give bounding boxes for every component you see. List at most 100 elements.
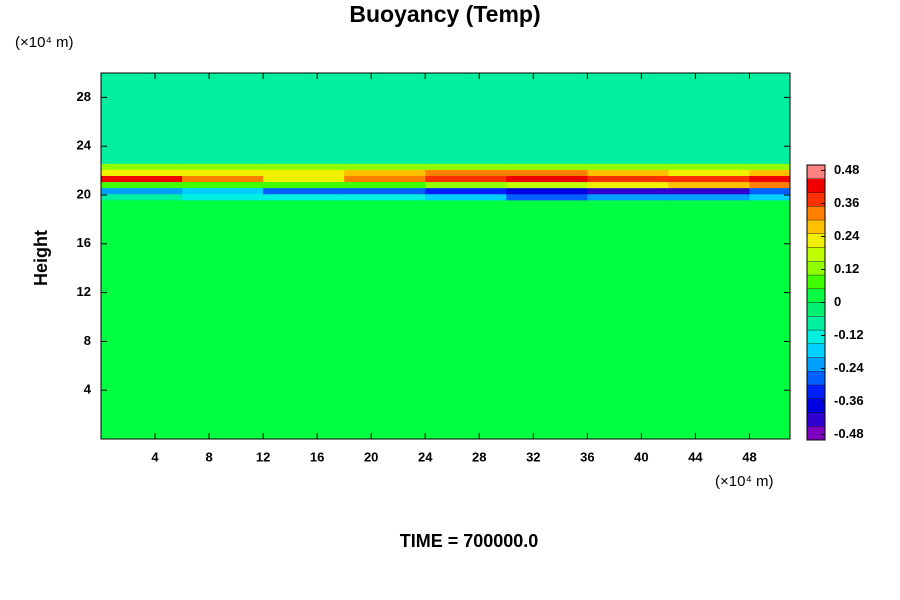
heatmap-cell	[587, 73, 669, 164]
colorbar-swatch	[806, 206, 826, 221]
x-tick-label: 36	[580, 449, 594, 464]
x-tick-label: 32	[526, 449, 540, 464]
x-tick-label: 4	[151, 449, 159, 464]
colorbar-tick-label: -0.24	[834, 360, 864, 375]
x-unit-label: (×10⁴ m)	[715, 473, 774, 490]
heatmap-cell	[668, 181, 750, 189]
heatmap-cell	[425, 73, 507, 164]
heatmap-cell	[506, 181, 588, 189]
heatmap-cell	[506, 187, 588, 195]
heatmap-cell	[749, 175, 791, 183]
heatmap-cell	[668, 187, 750, 195]
heatmap-cell	[263, 163, 345, 170]
colorbar-swatch	[806, 371, 826, 386]
heatmap-cell	[182, 163, 264, 170]
colorbar-swatch	[806, 302, 826, 317]
heatmap-cell	[344, 181, 426, 189]
heatmap-cell	[587, 187, 669, 195]
colorbar-swatch	[806, 316, 826, 331]
heatmap-cell	[668, 199, 750, 440]
heatmap-cell	[263, 169, 345, 176]
heatmap-cell	[425, 181, 507, 189]
heatmap-cell	[668, 169, 750, 176]
heatmap-cell	[101, 193, 183, 201]
colorbar-swatch	[806, 412, 826, 427]
heatmap-cell	[182, 193, 264, 201]
heatmap-cell	[749, 187, 791, 195]
x-tick-label: 48	[742, 449, 756, 464]
y-tick-label: 4	[84, 382, 92, 397]
x-tick-label: 20	[364, 449, 378, 464]
colorbar-tick-label: 0.36	[834, 195, 859, 210]
heatmap-cell	[587, 181, 669, 189]
heatmap-cell	[587, 169, 669, 176]
colorbar-tick-label: 0.24	[834, 228, 860, 243]
time-label: TIME = 700000.0	[400, 531, 539, 551]
heatmap-cell	[263, 187, 345, 195]
heatmap-cell	[668, 163, 750, 170]
colorbar-swatch	[806, 178, 826, 193]
heatmap-cell	[182, 187, 264, 195]
heatmap-cell	[101, 181, 183, 189]
y-tick-label: 20	[77, 186, 91, 201]
colorbar-swatch	[806, 233, 826, 248]
colorbar-swatch	[806, 329, 826, 344]
heatmap-cell	[263, 73, 345, 164]
colorbar-swatch	[806, 343, 826, 358]
heatmap-cell	[344, 169, 426, 176]
heatmap-cell	[587, 199, 669, 440]
heatmap-cell	[506, 199, 588, 440]
colorbar-swatch	[806, 288, 826, 303]
x-tick-label: 40	[634, 449, 648, 464]
y-tick-label: 12	[77, 284, 91, 299]
y-tick-label: 16	[77, 235, 91, 250]
heatmap-cell	[425, 175, 507, 183]
heatmap-cell	[587, 193, 669, 201]
heatmap-cell	[749, 193, 791, 201]
heatmap-cell	[263, 181, 345, 189]
x-tick-label: 24	[418, 449, 433, 464]
colorbar-tick-label: -0.48	[834, 426, 864, 441]
heatmap-cell	[182, 181, 264, 189]
heatmap-cell	[749, 169, 791, 176]
heatmap-cell	[668, 73, 750, 164]
heatmap-cell	[749, 199, 791, 440]
heatmap-cell	[344, 199, 426, 440]
heatmap-cell	[263, 199, 345, 440]
heatmap-cell	[749, 73, 791, 164]
heatmap-cell	[668, 175, 750, 183]
x-tick-label: 28	[472, 449, 486, 464]
heatmap-cell	[425, 169, 507, 176]
colorbar-tick-label: -0.36	[834, 393, 864, 408]
heatmap-cell	[344, 187, 426, 195]
y-tick-label: 8	[84, 333, 91, 348]
colorbar-swatch	[806, 384, 826, 399]
heatmap-cell	[344, 175, 426, 183]
colorbar-tick-label: 0.12	[834, 261, 859, 276]
heatmap-cell	[182, 175, 264, 183]
colorbar-swatch	[806, 247, 826, 262]
heatmap-cell	[101, 73, 183, 164]
heatmap-cell	[587, 163, 669, 170]
heatmap-cell	[101, 175, 183, 183]
colorbar-swatch	[806, 261, 826, 276]
y-unit-label: (×10⁴ m)	[15, 34, 74, 51]
y-axis-label: Height	[31, 230, 51, 286]
heatmap-cell	[344, 193, 426, 201]
y-tick-label: 28	[77, 89, 91, 104]
chart-title: Buoyancy (Temp)	[349, 1, 540, 27]
colorbar-swatch	[806, 274, 826, 289]
colorbar-swatch	[806, 357, 826, 372]
heatmap-cell	[506, 193, 588, 201]
heatmap-cell	[182, 73, 264, 164]
heatmap-cell	[749, 163, 791, 170]
heatmap-cell	[668, 193, 750, 201]
colorbar-swatch	[806, 426, 826, 441]
x-tick-label: 12	[256, 449, 270, 464]
colorbar-tick-label: -0.12	[834, 327, 864, 342]
heatmap-cell	[344, 163, 426, 170]
plot-frame	[100, 72, 791, 440]
heatmap-cell	[506, 163, 588, 170]
heatmap-cell	[425, 193, 507, 201]
heatmap-cell	[587, 175, 669, 183]
